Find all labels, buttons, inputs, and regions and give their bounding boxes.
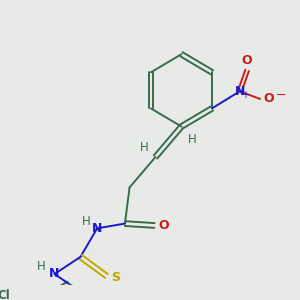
- Text: S: S: [111, 271, 120, 284]
- Text: Cl: Cl: [0, 289, 10, 300]
- Text: N: N: [92, 222, 102, 235]
- Text: H: H: [82, 215, 90, 228]
- Text: +: +: [241, 90, 249, 100]
- Text: O: O: [158, 219, 169, 232]
- Text: H: H: [37, 260, 46, 273]
- Text: O: O: [242, 54, 252, 68]
- Text: H: H: [140, 141, 149, 154]
- Text: −: −: [275, 88, 286, 102]
- Text: N: N: [49, 268, 60, 281]
- Text: N: N: [235, 85, 245, 98]
- Text: O: O: [263, 92, 274, 105]
- Text: H: H: [188, 134, 197, 146]
